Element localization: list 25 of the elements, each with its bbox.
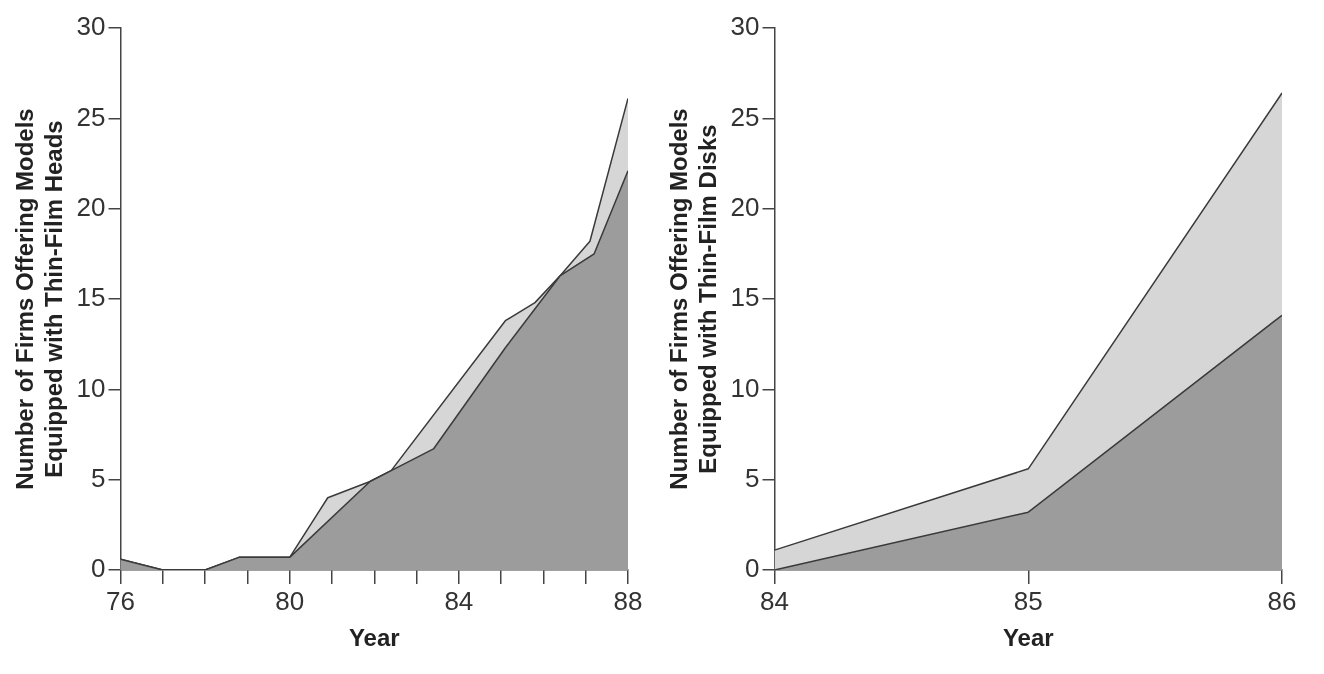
x-tick-label: 80	[275, 585, 305, 616]
y-tick-label: 15	[76, 282, 106, 313]
y-tick-label: 0	[91, 553, 106, 584]
y-tick-label: 30	[730, 11, 760, 42]
y-tick-label: 0	[745, 553, 760, 584]
y-tick-label: 20	[76, 191, 106, 222]
y-tick-label: 10	[730, 372, 760, 403]
y-axis-title: Number of Firms Offering Models Equipped with Thin-Film Heads	[11, 108, 67, 490]
y-tick-label: 5	[745, 462, 760, 493]
x-tick-label: 84	[760, 585, 789, 616]
x-axis-title: Year	[348, 624, 400, 652]
y-tick-label: 25	[730, 101, 760, 132]
x-tick-label: 86	[1267, 585, 1297, 616]
x-tick-label: 84	[444, 585, 474, 616]
x-tick-label: 88	[613, 585, 643, 616]
y-tick-label: 5	[91, 462, 106, 493]
y-axis-title: Number of Firms Offering Models Equipped with Thin-Film Disks	[665, 108, 721, 490]
x-tick-label: 76	[106, 585, 135, 616]
y-tick-label: 10	[76, 372, 106, 403]
y-tick-label: 30	[76, 11, 106, 42]
y-tick-label: 25	[76, 101, 106, 132]
y-tick-label: 15	[730, 282, 760, 313]
y-tick-label: 20	[730, 191, 760, 222]
x-axis-title: Year	[1002, 624, 1054, 652]
x-tick-label: 85	[1013, 585, 1043, 616]
